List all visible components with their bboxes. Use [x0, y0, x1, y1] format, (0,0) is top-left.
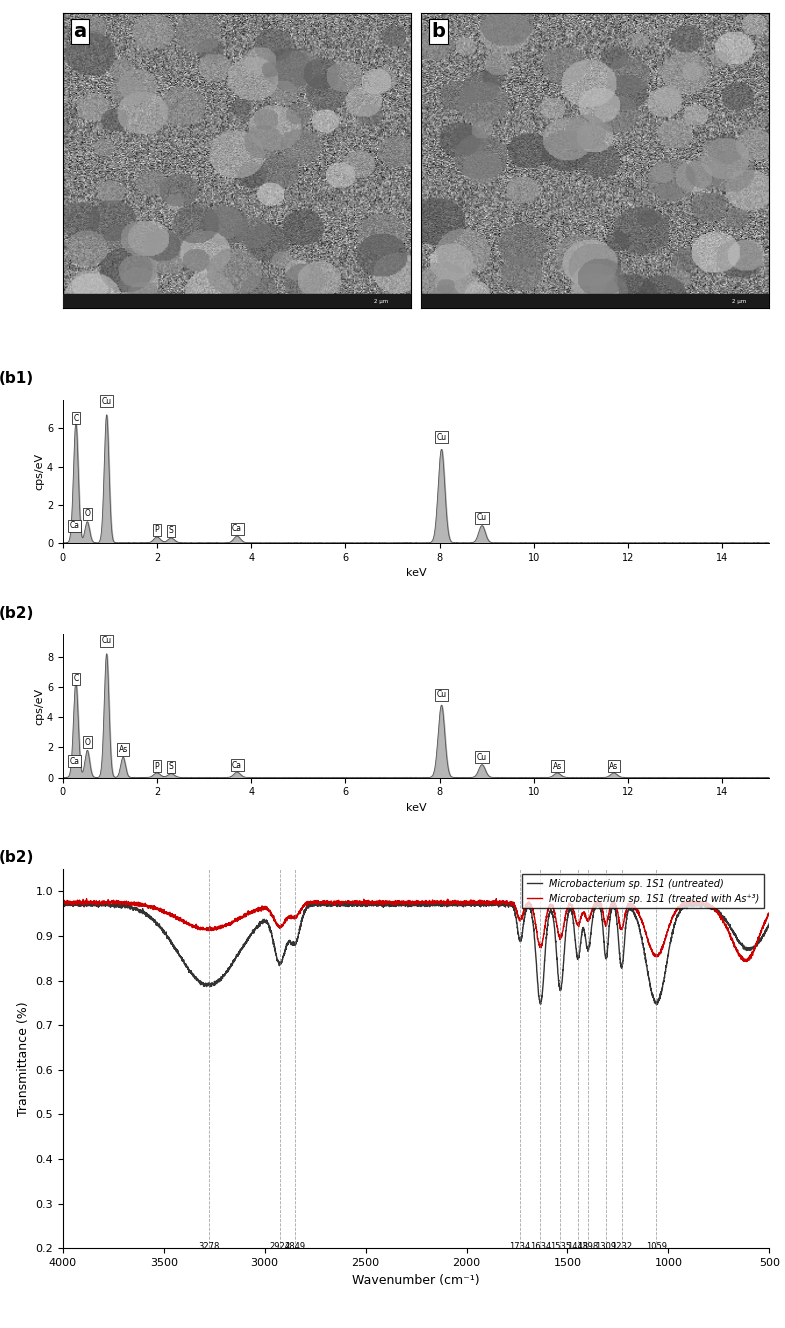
- Text: 1734: 1734: [509, 1242, 531, 1251]
- Text: (b2): (b2): [0, 850, 35, 865]
- Text: 2 µm: 2 µm: [374, 300, 389, 304]
- X-axis label: keV: keV: [406, 568, 426, 578]
- Microbacterium sp. 1S1 (untreated): [328, 895, 338, 911]
- Microbacterium sp. 1S1 (untreated): [58, 895, 68, 911]
- Text: 2924: 2924: [269, 1242, 290, 1251]
- Y-axis label: Transmittance (%): Transmittance (%): [16, 1001, 30, 1116]
- Text: 2 µm: 2 µm: [732, 300, 747, 304]
- Text: 1398: 1398: [578, 1242, 599, 1251]
- Text: 1535: 1535: [550, 1242, 571, 1251]
- Text: 1634: 1634: [530, 1242, 551, 1251]
- Bar: [422, 293, 770, 309]
- Microbacterium sp. 1S1 (treated with As⁺³): [765, 906, 774, 922]
- Line: Microbacterium sp. 1S1 (treated with As⁺³): Microbacterium sp. 1S1 (treated with As⁺…: [63, 899, 769, 961]
- Text: Ca: Ca: [232, 525, 242, 533]
- Legend: Microbacterium sp. 1S1 (untreated), Microbacterium sp. 1S1 (treated with As⁺³): Microbacterium sp. 1S1 (untreated), Micr…: [522, 874, 765, 908]
- Microbacterium sp. 1S1 (treated with As⁺³): [186, 918, 195, 934]
- Line: Microbacterium sp. 1S1 (untreated): Microbacterium sp. 1S1 (untreated): [63, 902, 769, 1005]
- Text: Ca: Ca: [70, 521, 79, 530]
- Microbacterium sp. 1S1 (untreated): [517, 926, 527, 942]
- Text: a: a: [73, 23, 86, 41]
- Text: 3278: 3278: [198, 1242, 219, 1251]
- Microbacterium sp. 1S1 (treated with As⁺³): [328, 895, 338, 911]
- Text: Cu: Cu: [101, 397, 111, 405]
- Text: Cu: Cu: [436, 433, 447, 442]
- Text: Cu: Cu: [477, 753, 487, 762]
- Microbacterium sp. 1S1 (treated with As⁺³): [517, 908, 527, 924]
- X-axis label: keV: keV: [406, 803, 426, 813]
- Text: As: As: [609, 762, 619, 770]
- Bar: [64, 293, 411, 309]
- Text: (b1): (b1): [0, 371, 35, 386]
- Text: S: S: [169, 762, 173, 772]
- Microbacterium sp. 1S1 (untreated): [586, 931, 595, 947]
- Text: C: C: [73, 675, 78, 684]
- Microbacterium sp. 1S1 (treated with As⁺³): [482, 896, 491, 912]
- Microbacterium sp. 1S1 (untreated): [639, 942, 648, 957]
- Text: O: O: [84, 738, 90, 746]
- Text: P: P: [155, 762, 159, 770]
- Text: 1309: 1309: [596, 1242, 616, 1251]
- Text: b: b: [432, 23, 446, 41]
- Microbacterium sp. 1S1 (treated with As⁺³): [491, 891, 501, 907]
- Text: P: P: [155, 525, 159, 534]
- Microbacterium sp. 1S1 (untreated): [396, 894, 406, 910]
- Text: 1232: 1232: [611, 1242, 632, 1251]
- Text: Cu: Cu: [436, 691, 447, 700]
- Text: S: S: [169, 526, 173, 535]
- Text: O: O: [84, 509, 90, 518]
- X-axis label: Wavenumber (cm⁻¹): Wavenumber (cm⁻¹): [352, 1274, 480, 1287]
- Text: Ca: Ca: [232, 761, 242, 770]
- Microbacterium sp. 1S1 (treated with As⁺³): [639, 919, 648, 935]
- Text: As: As: [553, 762, 562, 770]
- Text: 2849: 2849: [285, 1242, 305, 1251]
- Microbacterium sp. 1S1 (treated with As⁺³): [58, 895, 68, 911]
- Y-axis label: cps/eV: cps/eV: [34, 453, 44, 490]
- Microbacterium sp. 1S1 (untreated): [186, 963, 195, 979]
- Text: C: C: [73, 414, 78, 422]
- Text: Cu: Cu: [101, 636, 111, 645]
- Text: Ca: Ca: [70, 757, 79, 766]
- Microbacterium sp. 1S1 (untreated): [652, 997, 661, 1013]
- Text: 1059: 1059: [646, 1242, 667, 1251]
- Text: (b2): (b2): [0, 606, 35, 620]
- Microbacterium sp. 1S1 (treated with As⁺³): [586, 911, 595, 927]
- Text: 1448: 1448: [568, 1242, 589, 1251]
- Text: Cu: Cu: [477, 513, 487, 522]
- Y-axis label: cps/eV: cps/eV: [34, 688, 44, 725]
- Text: As: As: [119, 745, 128, 754]
- Microbacterium sp. 1S1 (treated with As⁺³): [742, 954, 751, 969]
- Microbacterium sp. 1S1 (untreated): [765, 915, 774, 931]
- Microbacterium sp. 1S1 (untreated): [482, 898, 491, 914]
